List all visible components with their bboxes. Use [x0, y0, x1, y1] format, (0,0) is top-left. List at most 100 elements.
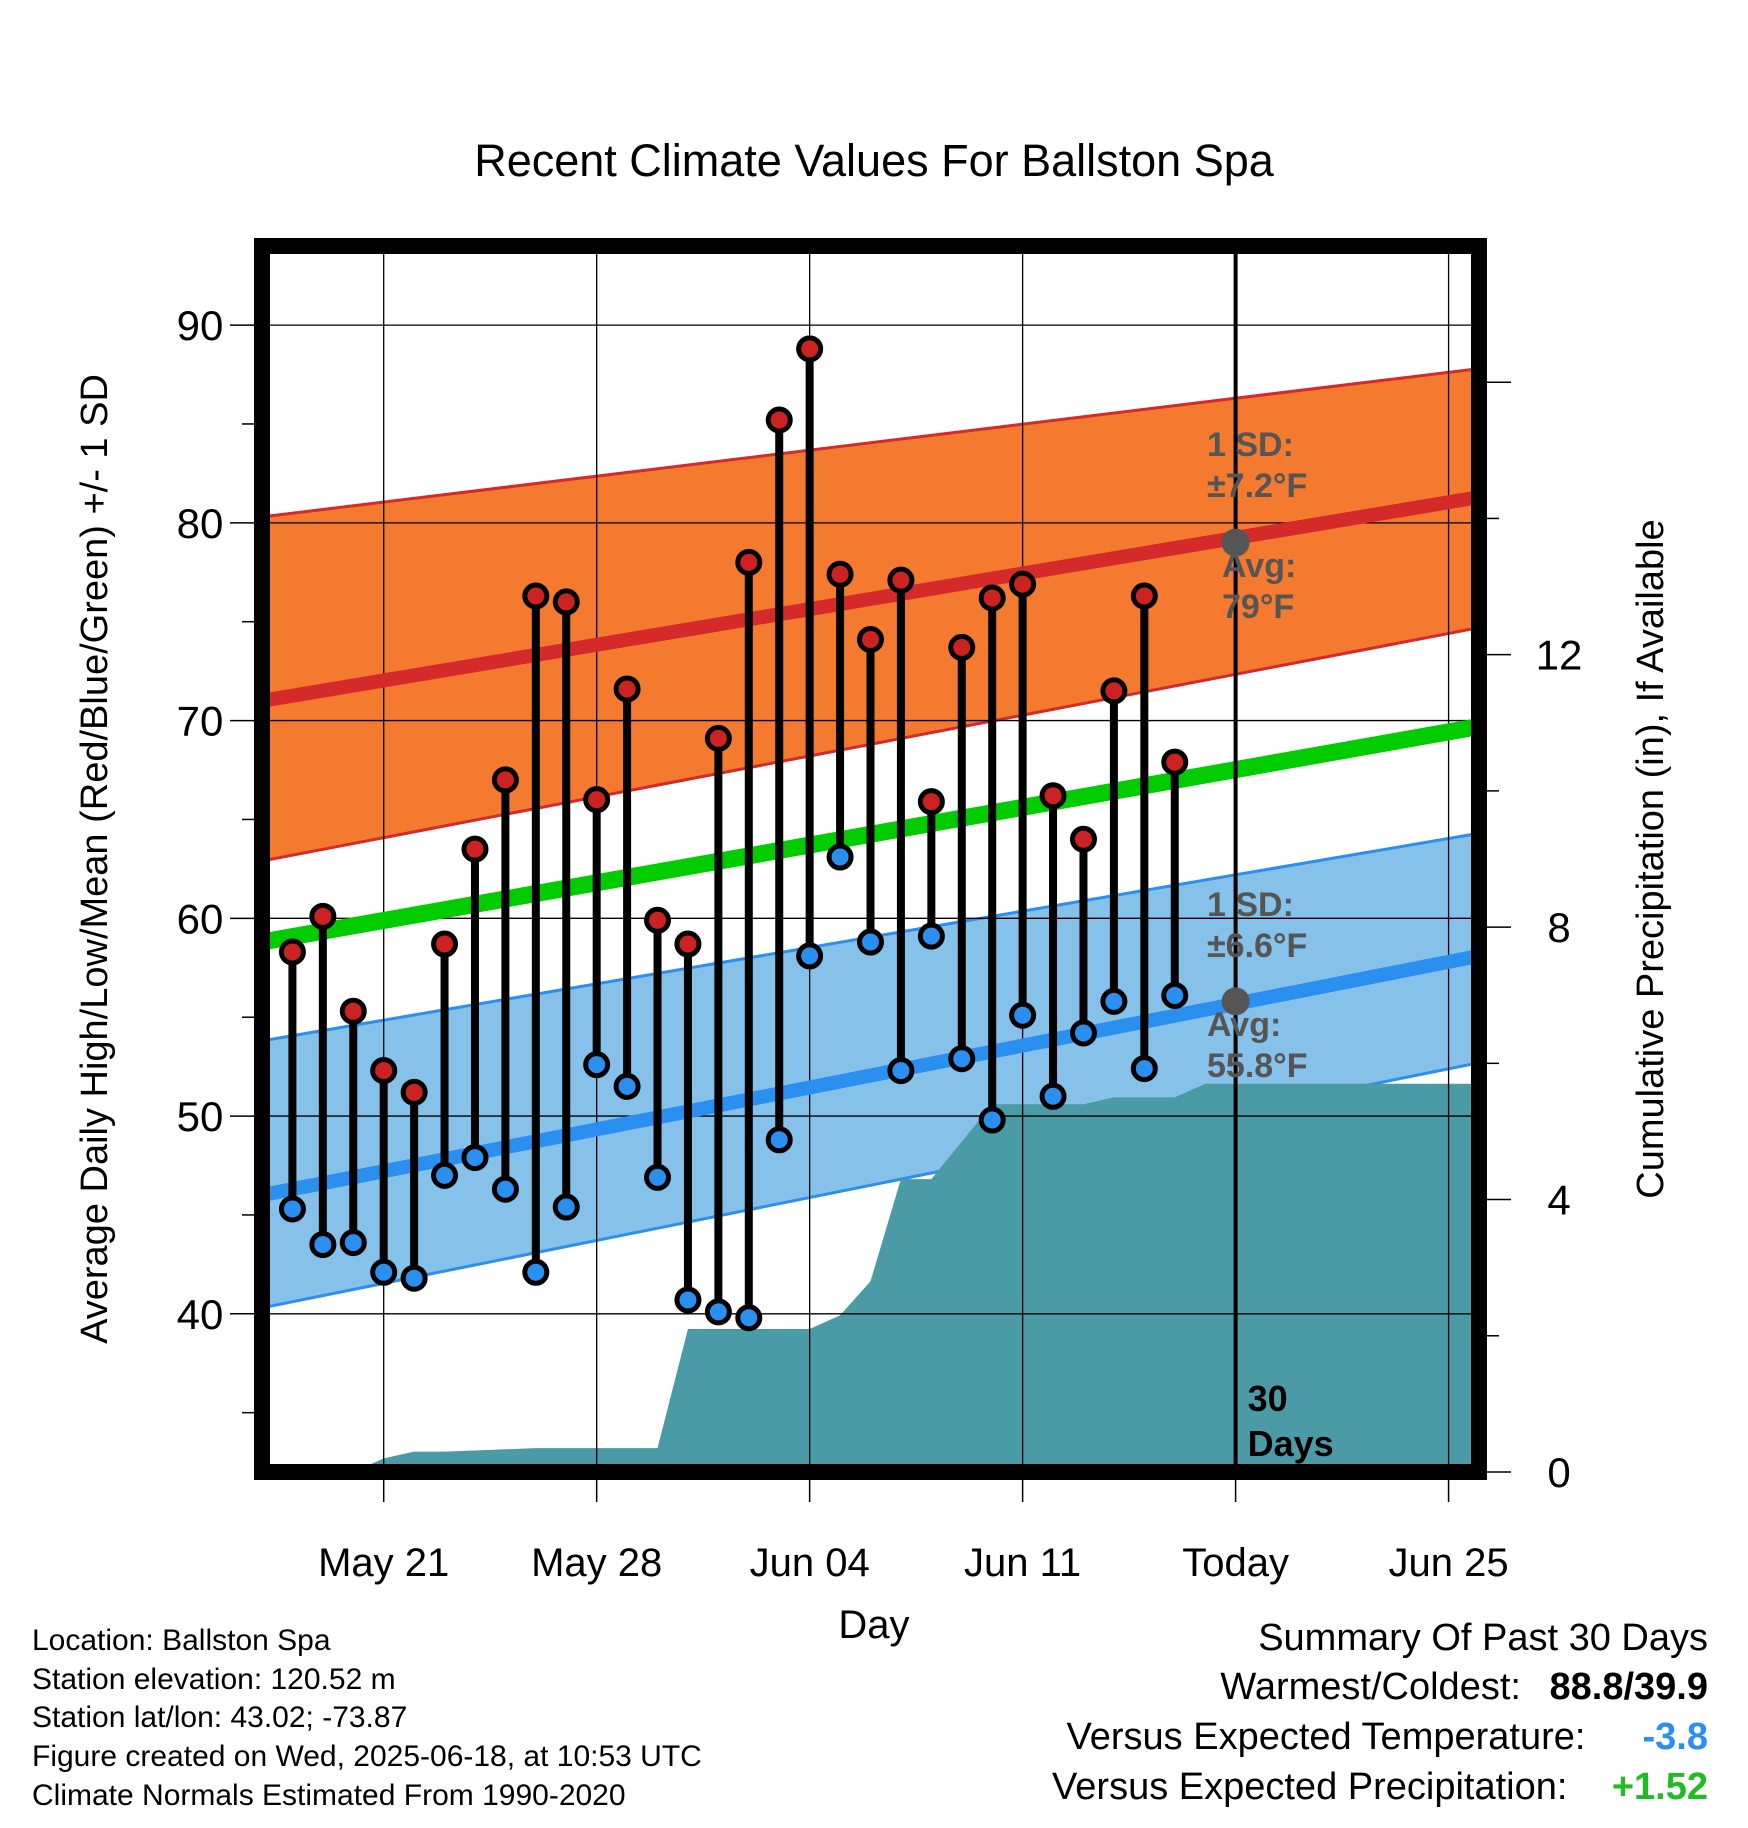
summary-temp: Versus Expected Temperature: -3.8 [1067, 1716, 1708, 1759]
daily-high-point [674, 930, 702, 958]
daily-low-point [583, 1051, 611, 1079]
summary-precip-label: Versus Expected Precipitation: [1052, 1766, 1568, 1808]
daily-low-point [826, 843, 854, 871]
x-tick-label: Jun 04 [750, 1541, 870, 1585]
daily-high-point [948, 633, 976, 661]
daily-low-point [978, 1106, 1006, 1134]
summary-warmest-label: Warmest/Coldest: [1220, 1666, 1521, 1708]
x-tick-label: May 28 [531, 1541, 662, 1585]
info-elevation: Station elevation: 120.52 m [32, 1663, 396, 1696]
daily-low-point [917, 922, 945, 950]
daily-low-point [613, 1072, 641, 1100]
daily-high-point [339, 997, 367, 1025]
summary-warmest-value: 88.8/39.9 [1549, 1666, 1708, 1708]
daily-high-point [491, 766, 519, 794]
low-avg-value: 55.8°F [1207, 1047, 1308, 1085]
info-created: Figure created on Wed, 2025-06-18, at 10… [32, 1740, 702, 1773]
low-avg-today-marker [1221, 987, 1250, 1016]
daily-high-point [552, 588, 580, 616]
y-tick-label: 70 [177, 698, 224, 745]
plot-frame [254, 238, 1487, 1480]
daily-low-point [704, 1298, 732, 1326]
y-tick-label: 40 [177, 1291, 224, 1338]
daily-high-point [431, 930, 459, 958]
daily-high-point [522, 582, 550, 610]
daily-high-point [1130, 582, 1158, 610]
y-tick-label: 60 [177, 895, 224, 942]
daily-low-point [461, 1144, 489, 1172]
summary-precip: Versus Expected Precipitation: +1.52 [1052, 1766, 1708, 1809]
daily-high-point [978, 584, 1006, 612]
daily-high-point [704, 724, 732, 752]
y2-tick-label: 4 [1547, 1177, 1570, 1224]
daily-low-point [278, 1195, 306, 1223]
high-avg-today-marker [1221, 528, 1250, 557]
daily-high-point [461, 835, 489, 863]
daily-high-point [917, 788, 945, 816]
daily-high-point [826, 560, 854, 588]
daily-low-point [1130, 1055, 1158, 1083]
low-avg-label: Avg: [1207, 1006, 1281, 1044]
high-normal-line [262, 490, 1479, 708]
daily-low-point [491, 1175, 519, 1203]
y-tick-label: 50 [177, 1093, 224, 1140]
y2-tick-label: 8 [1547, 904, 1570, 951]
summary-precip-value: +1.52 [1611, 1766, 1708, 1808]
daily-low-point [370, 1258, 398, 1286]
high-avg-label: Avg: [1222, 547, 1296, 585]
daily-low-point [552, 1193, 580, 1221]
info-latlon: Station lat/lon: 43.02; -73.87 [32, 1701, 408, 1734]
x-tick-label: Jun 25 [1389, 1541, 1509, 1585]
daily-low-point [735, 1304, 763, 1332]
daily-high-point [370, 1057, 398, 1085]
daily-low-point [1009, 1001, 1037, 1029]
daily-high-point [1009, 570, 1037, 598]
daily-high-point [796, 335, 824, 363]
daily-high-point [857, 626, 884, 654]
x-tick-label: Today [1182, 1541, 1289, 1585]
daily-low-point [674, 1286, 702, 1314]
daily-low-point [796, 942, 824, 970]
y2-tick-label: 12 [1536, 632, 1583, 679]
daily-high-point [400, 1078, 428, 1106]
daily-high-point [1039, 782, 1067, 810]
daily-low-point [765, 1126, 793, 1154]
summary-temp-label: Versus Expected Temperature: [1066, 1716, 1586, 1758]
daily-low-point [1100, 987, 1128, 1015]
low-sd-value: ±6.6°F [1207, 927, 1307, 965]
daily-low-point [644, 1163, 672, 1191]
daily-high-point [1069, 825, 1097, 853]
daily-high-point [1100, 677, 1128, 705]
summary-warmest: Warmest/Coldest: 88.8/39.9 [1220, 1666, 1708, 1709]
daily-high-point [735, 548, 763, 576]
daily-high-point [765, 406, 793, 434]
daily-high-point [644, 906, 672, 934]
daily-low-point [857, 928, 884, 956]
daily-high-point [583, 786, 611, 814]
daily-high-point [613, 675, 641, 703]
summary-title: Summary Of Past 30 Days [1258, 1617, 1708, 1659]
daily-low-point [431, 1161, 459, 1189]
low-sd-label: 1 SD: [1207, 886, 1294, 924]
x-axis-label: Day [838, 1603, 909, 1647]
daily-low-point [887, 1057, 915, 1085]
y-tick-label: 80 [177, 500, 224, 547]
x-tick-label: Jun 11 [964, 1541, 1081, 1585]
y-tick-label: 90 [177, 302, 224, 349]
daily-high-point [887, 566, 915, 594]
y2-axis-label: Cumulative Precipitation (in), If Availa… [1630, 519, 1672, 1198]
y2-tick-label: 0 [1547, 1449, 1570, 1496]
info-location: Location: Ballston Spa [32, 1624, 331, 1657]
daily-high-point [278, 938, 306, 966]
x-tick-label: May 21 [318, 1541, 449, 1585]
daily-low-point [1039, 1082, 1067, 1110]
y-axis-label: Average Daily High/Low/Mean (Red/Blue/Gr… [74, 374, 116, 1344]
today-window-label: 30 Days [1248, 1378, 1334, 1464]
info-normals: Climate Normals Estimated From 1990-2020 [32, 1779, 626, 1812]
daily-low-point [1161, 981, 1189, 1009]
daily-high-point [1161, 748, 1189, 776]
summary-temp-value: -3.8 [1642, 1716, 1708, 1758]
high-sd-value: ±7.2°F [1207, 467, 1307, 505]
daily-low-point [309, 1231, 337, 1259]
daily-low-point [1069, 1019, 1097, 1047]
